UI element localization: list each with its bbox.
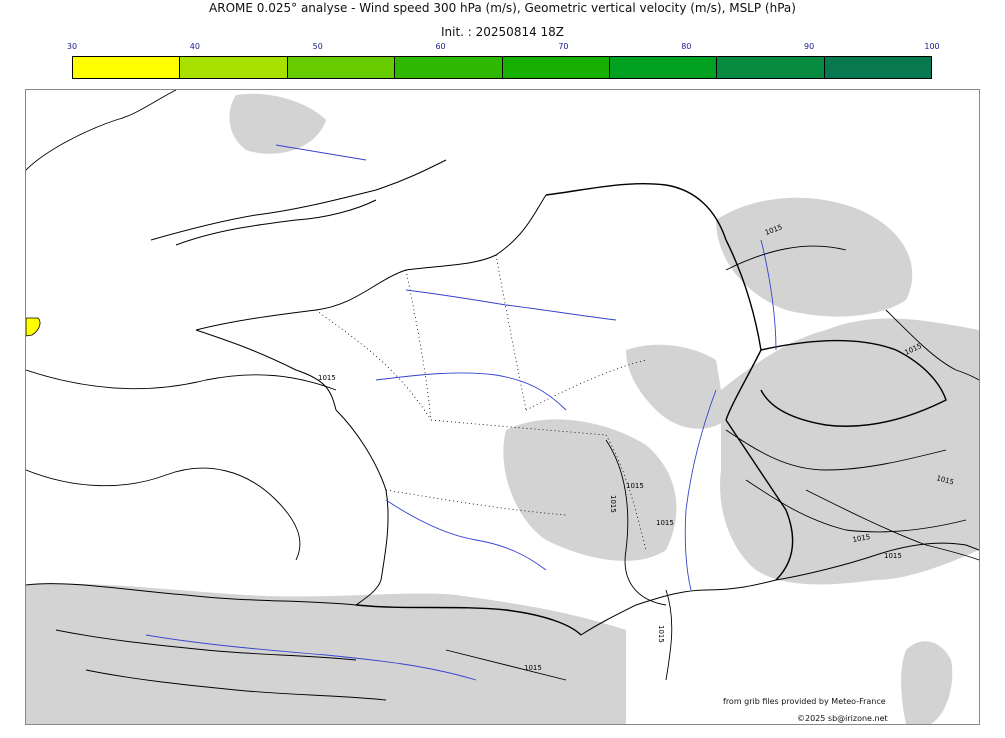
isobar-label: 1015 bbox=[318, 374, 336, 382]
english-channel-coast bbox=[150, 159, 447, 241]
isobars bbox=[26, 90, 979, 701]
england-south-coast bbox=[175, 199, 377, 246]
isobar-terrain bbox=[725, 429, 947, 471]
isobar-1015 bbox=[26, 90, 177, 171]
france-switzerland-border bbox=[725, 349, 762, 421]
rhine-river bbox=[760, 239, 777, 351]
isobar-label: 1015 bbox=[524, 664, 542, 672]
isobar-1015 bbox=[445, 649, 567, 681]
mediterranean-coast bbox=[580, 554, 877, 636]
colorbar-segment bbox=[502, 57, 610, 78]
region-boundary bbox=[495, 254, 527, 411]
isobar-terrain bbox=[55, 629, 357, 661]
colorbar-tick-label: 80 bbox=[681, 42, 692, 51]
isobar-1015 bbox=[605, 439, 667, 606]
france-belgium-border bbox=[545, 182, 727, 241]
colorbar-tick-label: 30 bbox=[66, 42, 78, 51]
isobar-1015 bbox=[725, 245, 847, 271]
colorbar-tick-label: 40 bbox=[189, 42, 200, 51]
colorbar-segment bbox=[180, 57, 288, 78]
colorbar-segment bbox=[73, 57, 181, 78]
biscay-coast bbox=[335, 409, 389, 606]
isobar-terrain bbox=[745, 479, 967, 533]
colorbar-segment bbox=[287, 57, 396, 78]
isobar-label: 1015 bbox=[884, 552, 902, 560]
region-boundary bbox=[430, 419, 607, 436]
region-boundary bbox=[405, 269, 432, 421]
coastlines bbox=[26, 159, 979, 636]
jura-terrain bbox=[626, 344, 726, 429]
spain-north-coast bbox=[26, 583, 357, 606]
data-source-credit: from grib files provided by Meteo-France bbox=[723, 697, 886, 706]
france-italy-border bbox=[725, 419, 794, 581]
map-title: AROME 0.025° analyse - Wind speed 300 hP… bbox=[209, 1, 796, 15]
isobar-1015 bbox=[885, 309, 979, 381]
terrain-shading bbox=[26, 93, 979, 724]
brittany-coast bbox=[195, 329, 337, 411]
rivers bbox=[145, 144, 777, 681]
country-borders bbox=[355, 182, 947, 636]
isobar-1015 bbox=[665, 589, 673, 681]
italy-coast bbox=[875, 542, 979, 556]
uk-terrain bbox=[229, 93, 326, 154]
region-boundary bbox=[605, 434, 647, 551]
colorbar-segment bbox=[824, 57, 931, 78]
france-north-coast bbox=[195, 194, 547, 331]
regional-borders bbox=[315, 254, 647, 551]
isobar-1015 bbox=[26, 369, 337, 391]
rhone-river bbox=[684, 389, 717, 591]
region-boundary bbox=[315, 309, 432, 421]
init-time: Init. : 20250814 18Z bbox=[440, 25, 565, 39]
colorbar-tick-label: 70 bbox=[558, 42, 569, 51]
colorbar-tick-label: 100 bbox=[924, 42, 940, 51]
copyright-credit: ©2025 sb@irizone.net bbox=[797, 714, 888, 723]
colorbar-segment bbox=[395, 57, 503, 78]
ebro-river bbox=[145, 634, 477, 681]
thames-river bbox=[275, 144, 367, 161]
colorbar-tick-label: 50 bbox=[312, 42, 323, 51]
isobar-label: 1015 bbox=[626, 482, 644, 490]
france-germany-border bbox=[725, 239, 762, 351]
garonne-river bbox=[385, 499, 547, 571]
vosges-black-forest-terrain bbox=[716, 197, 913, 317]
wind-speed-colorbar bbox=[72, 56, 932, 79]
alps-terrain bbox=[720, 318, 979, 585]
isobar-label: 1015 bbox=[852, 533, 871, 544]
colorbar-tick-label: 90 bbox=[804, 42, 815, 51]
france-spain-border bbox=[355, 604, 582, 636]
wind-speed-30-patch bbox=[26, 317, 41, 337]
colorbar-segment bbox=[609, 57, 718, 78]
weather-map: 1015 1015 1015 1015 1015 1015 1015 1015 1015 1015… bbox=[25, 89, 980, 725]
isobar-label: 1015 bbox=[656, 519, 674, 527]
region-boundary bbox=[385, 489, 567, 516]
isobar-terrain bbox=[85, 669, 387, 701]
massif-central-terrain bbox=[503, 419, 677, 561]
isobar-1015 bbox=[26, 467, 301, 561]
loire-river bbox=[375, 372, 567, 411]
corsica-terrain bbox=[901, 641, 953, 724]
colorbar-segment bbox=[717, 57, 825, 78]
isobar-label: 1015 bbox=[609, 495, 617, 513]
region-boundary bbox=[525, 359, 647, 411]
seine-river bbox=[405, 289, 617, 321]
colorbar-tick-label: 60 bbox=[435, 42, 446, 51]
switzerland-border bbox=[760, 339, 947, 427]
pyrenees-terrain bbox=[26, 583, 626, 724]
isobar-1015 bbox=[805, 489, 979, 561]
isobar-label: 1015 bbox=[657, 625, 665, 643]
